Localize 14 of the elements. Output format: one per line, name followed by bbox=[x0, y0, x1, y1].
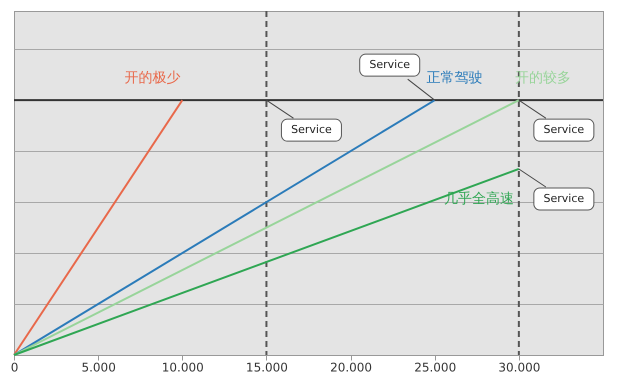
annotation: Service bbox=[291, 123, 332, 136]
series-label: 正常驾驶 bbox=[426, 70, 483, 86]
annotation: Service bbox=[369, 58, 410, 72]
x-tick-label: 10.000 bbox=[162, 360, 204, 374]
x-tick-label: 0 bbox=[10, 360, 18, 374]
annotation: Service bbox=[544, 192, 584, 205]
x-tick-label: 15.000 bbox=[246, 360, 288, 374]
x-tick-label: 20.000 bbox=[330, 360, 372, 374]
x-tick-label: 30.000 bbox=[498, 360, 540, 374]
series-label: 开的极少 bbox=[124, 70, 180, 86]
series-label: 开的较多 bbox=[514, 70, 571, 86]
x-tick-label: 5.000 bbox=[81, 360, 116, 374]
x-tick-label: 25.000 bbox=[414, 360, 456, 374]
annotation: Service bbox=[544, 123, 584, 136]
